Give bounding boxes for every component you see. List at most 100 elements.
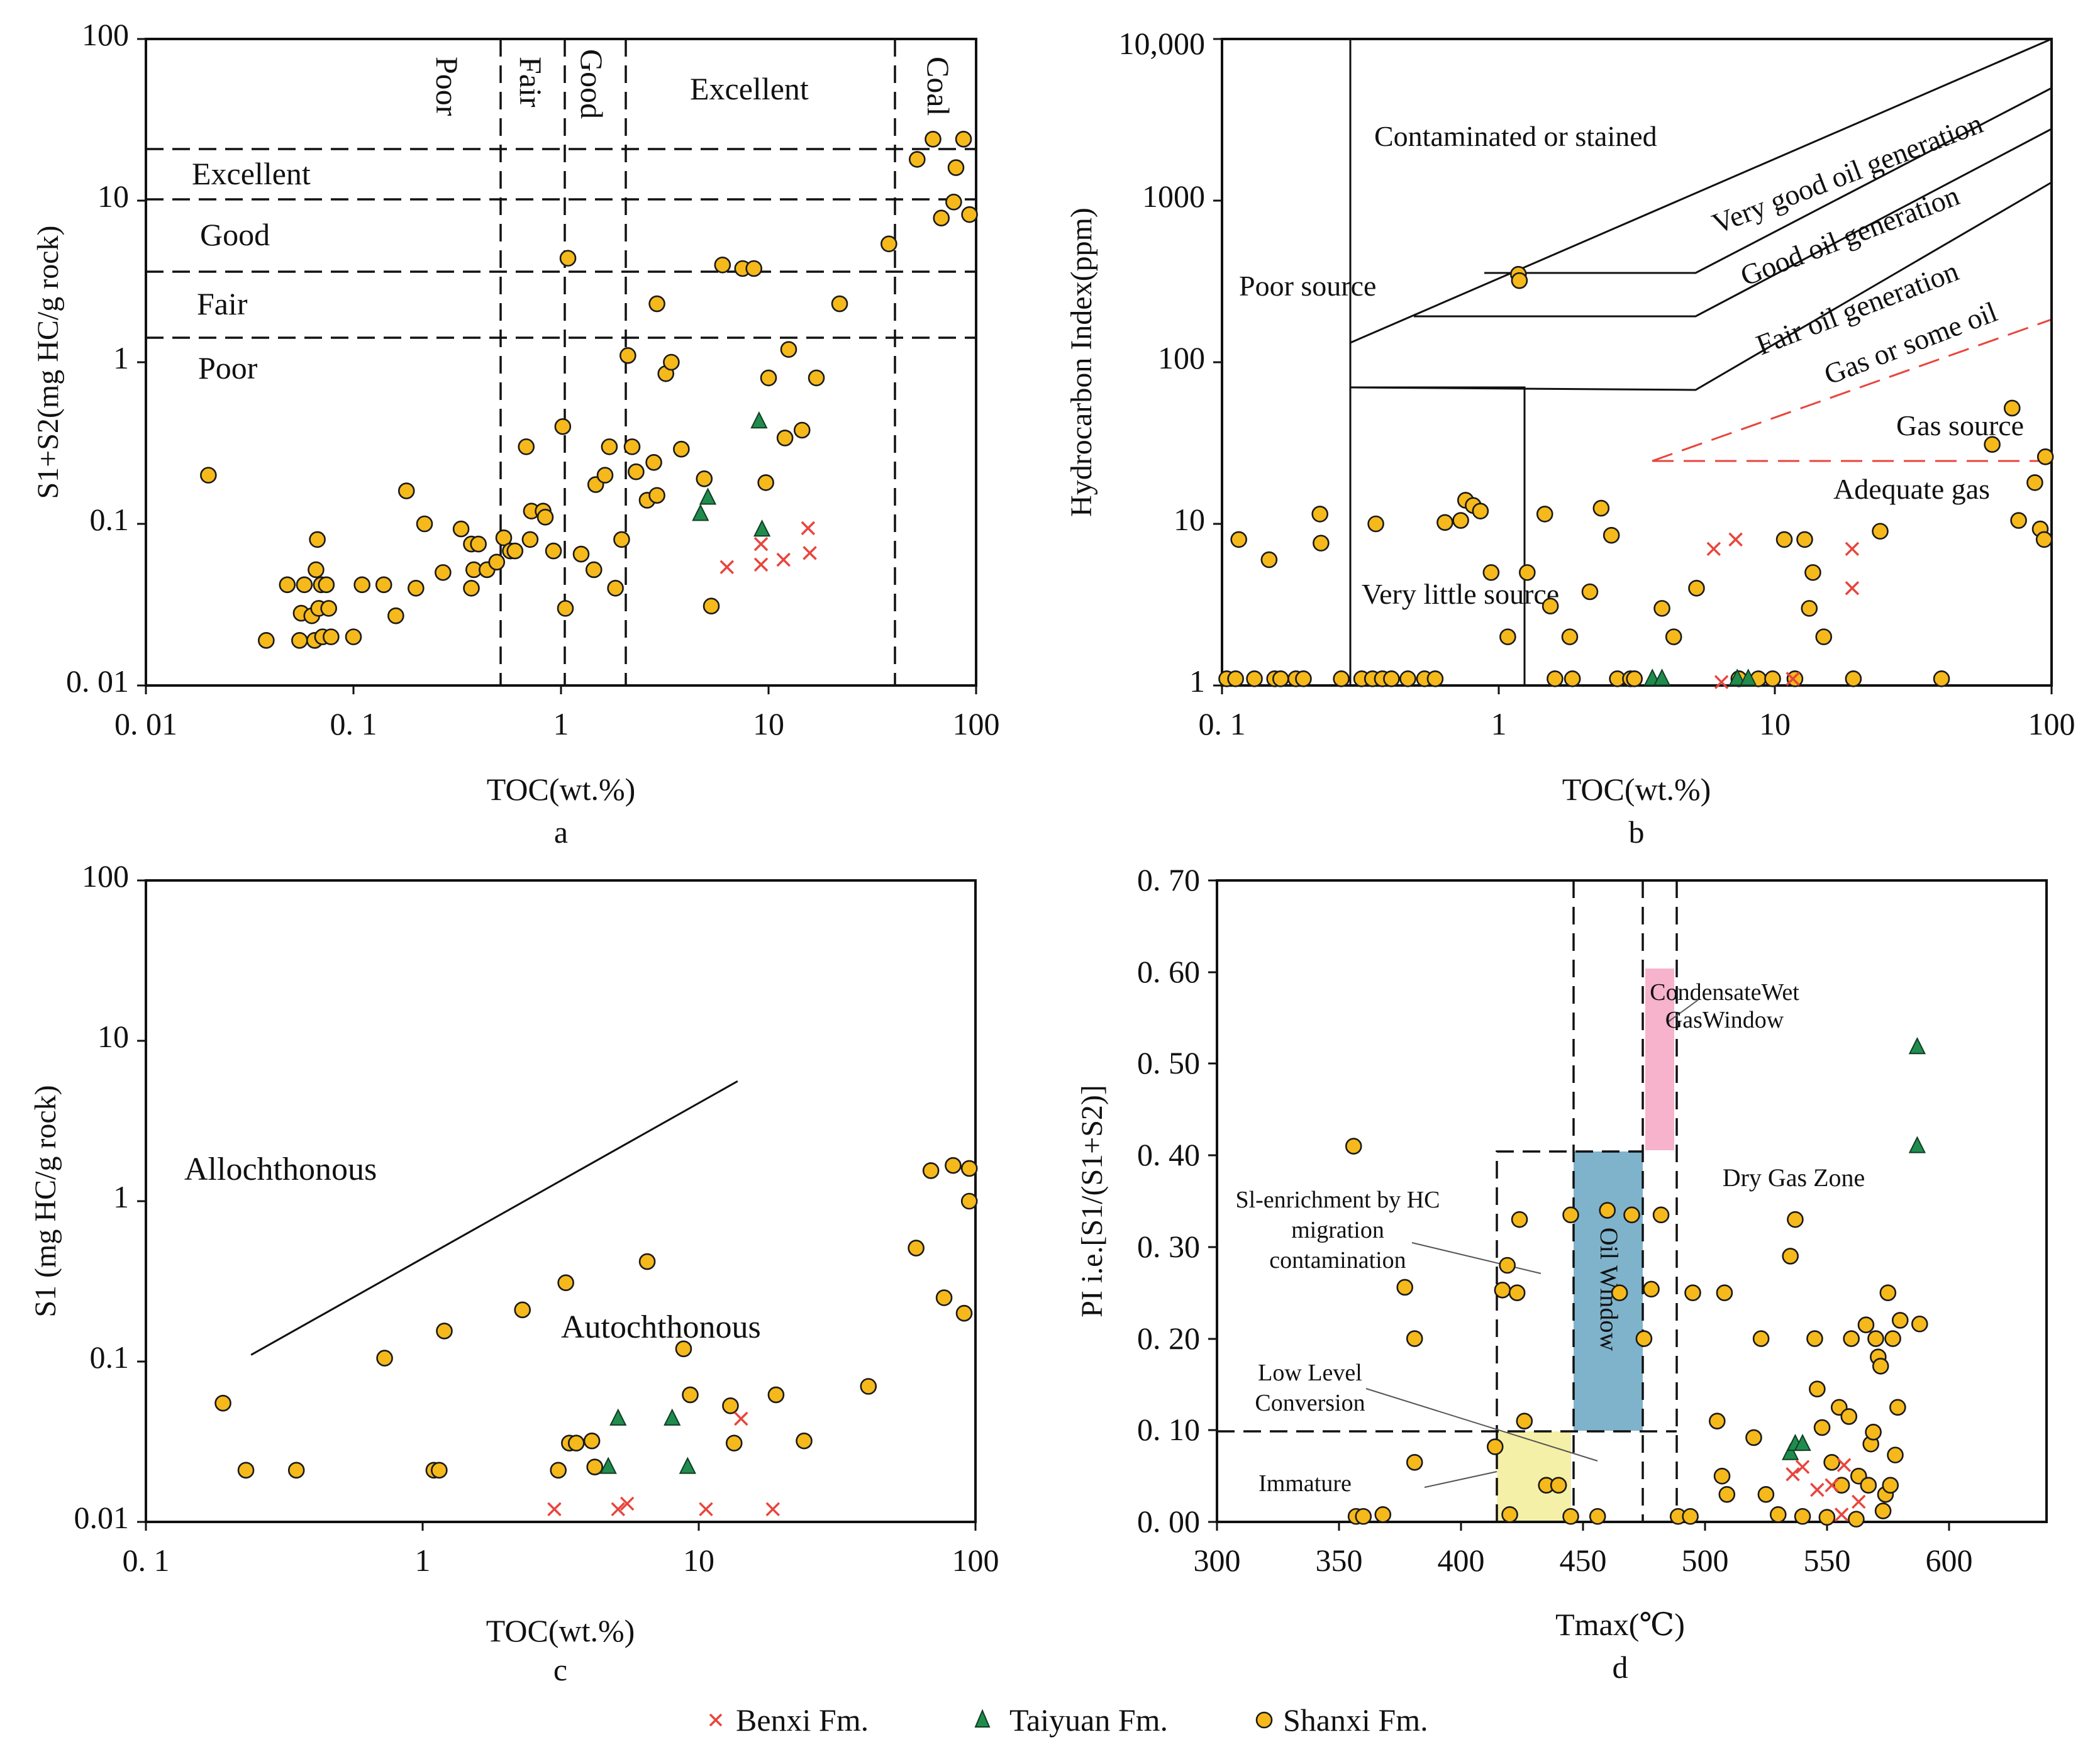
- shanxi-point: [387, 607, 404, 624]
- shanxi-point: [648, 295, 665, 313]
- shanxi-point: [1511, 272, 1528, 289]
- y-tick-label: 0.1: [90, 502, 130, 537]
- shanxi-point: [1626, 670, 1643, 687]
- x-axis-label: TOC(wt.%): [1562, 772, 1711, 807]
- benxi-point: [734, 1411, 748, 1426]
- shanxi-point: [922, 1162, 940, 1179]
- plot-frame-d: [1216, 879, 2048, 1523]
- y-tick-label: 10,000: [1119, 26, 1206, 61]
- shanxi-point: [353, 576, 370, 594]
- shanxi-point: [557, 1274, 574, 1292]
- shanxi-point: [925, 130, 942, 148]
- shanxi-point: [1311, 506, 1328, 523]
- toc-class-coal: Coal: [921, 57, 956, 116]
- low-level-leader: [1365, 1388, 1598, 1462]
- shanxi-point: [908, 151, 926, 168]
- shanxi-point: [1806, 1330, 1823, 1347]
- shanxi-point: [945, 193, 962, 211]
- shanxi-point: [1374, 1506, 1392, 1523]
- label-conversion: Conversion: [1255, 1390, 1365, 1416]
- shanxi-point: [488, 553, 506, 571]
- label-gas-window: GasWindow: [1665, 1007, 1784, 1033]
- shanxi-point: [1623, 1206, 1640, 1224]
- shanxi-point: [628, 463, 645, 480]
- toc-class-good: Good: [574, 49, 609, 119]
- shanxi-point: [1436, 514, 1453, 531]
- shanxi-point: [1713, 1467, 1731, 1485]
- panel-a: 0. 01 0. 1 1 10 100 0. 01 0.1 1 10 100 T…: [31, 17, 1000, 850]
- shanxi-point: [1887, 1446, 1904, 1463]
- shanxi-point: [1333, 670, 1350, 687]
- panel-caption: a: [554, 814, 568, 850]
- y-axis-label: S1+S2(mg HC/g rock): [31, 225, 65, 499]
- y-axis-label: Hydrocarbon Index(ppm): [1065, 208, 1098, 517]
- shanxi-point: [2026, 474, 2043, 491]
- shanxi-point: [1872, 1357, 1889, 1375]
- shanxi-point: [279, 576, 296, 594]
- shanxi-point: [1745, 1429, 1762, 1446]
- shanxi-point: [675, 1340, 692, 1358]
- shanxi-point: [567, 1434, 585, 1452]
- shanxi-point: [808, 369, 825, 387]
- label-condensate-wet: CondensateWet: [1650, 979, 1799, 1006]
- shanxi-point: [1599, 1202, 1616, 1219]
- y-tick-label: 0. 10: [1137, 1412, 1200, 1447]
- benxi-point: [1836, 1458, 1852, 1472]
- x-tick-label: 0. 1: [330, 706, 377, 741]
- shanxi-point: [1872, 523, 1889, 540]
- shanxi-point: [1867, 1330, 1884, 1347]
- benxi-point: [619, 1496, 635, 1511]
- shanxi-point: [601, 438, 618, 455]
- shanxi-point: [1564, 670, 1581, 687]
- benxi-point: [611, 1502, 625, 1517]
- region-very-little-source: Very little source: [1362, 578, 1559, 610]
- shanxi-point: [1889, 1399, 1906, 1416]
- shanxi-point: [1519, 564, 1536, 581]
- shanxi-point: [663, 353, 680, 371]
- y-tick-label: 0. 60: [1137, 954, 1200, 989]
- shanxi-point: [935, 1289, 953, 1306]
- shanxi-point: [1857, 1316, 1875, 1334]
- benxi-point: [1852, 1494, 1866, 1509]
- shanxi-point: [1794, 1507, 1811, 1525]
- taiyuan-point: [1782, 1443, 1799, 1460]
- shanxi-point: [1796, 531, 1813, 548]
- shanxi-point: [1653, 600, 1670, 617]
- shanxi-point: [521, 531, 539, 548]
- shanxi-point: [1818, 1509, 1836, 1526]
- allochthonous-divider: [250, 1080, 738, 1356]
- shanxi-point: [1260, 551, 1278, 569]
- shanxi-point: [1511, 1211, 1528, 1228]
- shanxi-point: [1426, 670, 1444, 687]
- benxi-point: [547, 1502, 562, 1517]
- shanxi-point: [2010, 512, 2027, 529]
- shanxi-point: [947, 159, 965, 176]
- shanxi-point: [1547, 670, 1564, 687]
- taiyuan-point: [699, 487, 717, 505]
- shanxi-point: [1399, 670, 1416, 687]
- y-tick-label: 0.1: [90, 1340, 130, 1375]
- shanxi-point: [1581, 583, 1599, 601]
- region-autochthonous: Autochthonous: [561, 1309, 761, 1345]
- x-axis-label: TOC(wt.%): [487, 772, 636, 807]
- shanxi-point: [1860, 1477, 1877, 1494]
- shanxi-point: [296, 576, 313, 594]
- region-gas-source: Gas source: [1896, 409, 2024, 441]
- label-contamination: contamination: [1269, 1247, 1406, 1273]
- condensate-window-box: [1645, 968, 1674, 1150]
- shanxi-point: [1688, 579, 1705, 597]
- shanxi-point: [1840, 1408, 1858, 1425]
- shanxi-point: [1230, 531, 1247, 548]
- shanxi-point: [1635, 1330, 1653, 1347]
- shanxi-point: [1508, 1284, 1526, 1302]
- benxi-point: [801, 521, 816, 536]
- toc-class-excellent: Excellent: [690, 71, 809, 106]
- taiyuan-point: [1728, 669, 1746, 686]
- x-tick-label: 10: [683, 1543, 714, 1578]
- shanxi-point: [291, 632, 308, 649]
- x-tick-label: 100: [952, 1543, 999, 1578]
- y-tick-label: 10: [97, 1019, 129, 1054]
- shanxi-point: [722, 1397, 739, 1414]
- x-tick-label: 100: [2028, 706, 2075, 741]
- shanxi-point: [607, 579, 624, 597]
